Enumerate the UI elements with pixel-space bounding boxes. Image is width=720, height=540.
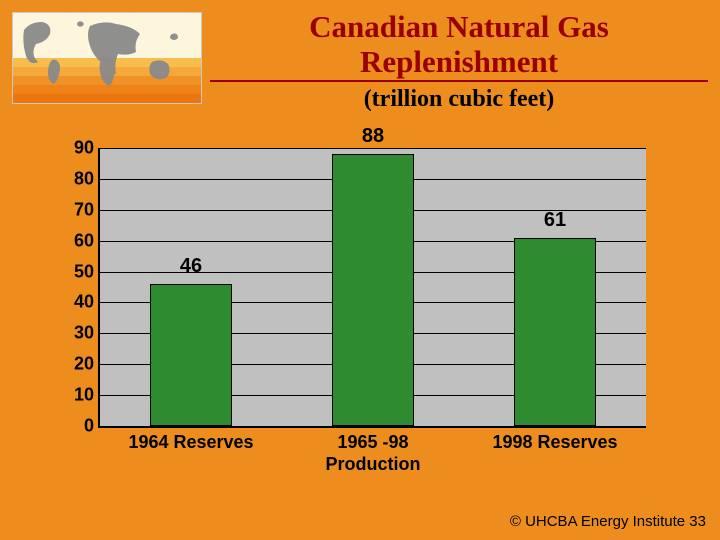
x-tick-label: 1998 Reserves xyxy=(492,432,617,454)
footer-copyright: © UHCBA Energy Institute 33 xyxy=(510,513,706,530)
plot-area: 0102030405060708090461964 Reserves881965… xyxy=(98,148,646,428)
bar xyxy=(514,238,596,426)
title-block: Canadian Natural Gas Replenishment (tril… xyxy=(210,10,708,113)
world-map-logo xyxy=(12,12,202,104)
value-label: 61 xyxy=(544,209,566,232)
y-tick-label: 10 xyxy=(74,385,94,406)
header: Canadian Natural Gas Replenishment (tril… xyxy=(0,0,720,113)
value-label: 88 xyxy=(362,125,384,148)
value-label: 46 xyxy=(180,255,202,278)
y-tick-label: 0 xyxy=(84,416,94,437)
bar-chart: 0102030405060708090461964 Reserves881965… xyxy=(60,148,660,478)
x-tick-label: 1964 Reserves xyxy=(128,432,253,454)
y-tick-label: 60 xyxy=(74,230,94,251)
y-tick-label: 90 xyxy=(74,138,94,159)
y-tick-label: 20 xyxy=(74,354,94,375)
bar xyxy=(332,154,414,426)
y-tick-label: 40 xyxy=(74,292,94,313)
slide-title: Canadian Natural Gas Replenishment xyxy=(210,10,708,82)
y-tick-label: 70 xyxy=(74,199,94,220)
x-tick-label: 1965 -98Production xyxy=(326,432,421,475)
y-tick-label: 80 xyxy=(74,168,94,189)
slide-subtitle: (trillion cubic feet) xyxy=(210,86,708,113)
slide: Canadian Natural Gas Replenishment (tril… xyxy=(0,0,720,540)
y-tick-label: 50 xyxy=(74,261,94,282)
y-tick-label: 30 xyxy=(74,323,94,344)
bar xyxy=(150,284,232,426)
